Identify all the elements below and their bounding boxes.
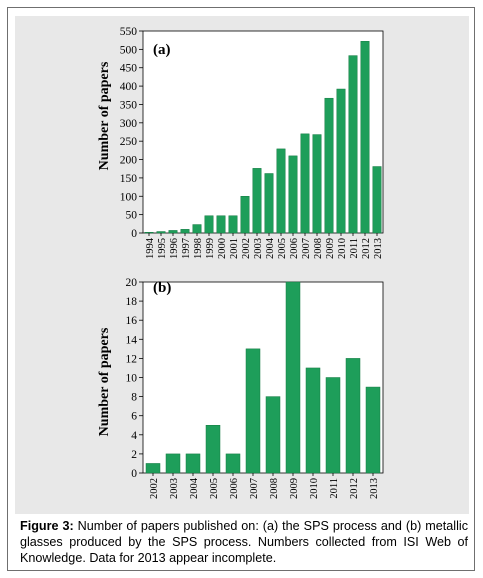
bar-b-2002 bbox=[145, 463, 161, 474]
x-tick-label-a: 2013 bbox=[373, 238, 384, 259]
x-tick-label-b: 2011 bbox=[329, 478, 340, 499]
x-tick-label-a: 2002 bbox=[241, 238, 252, 259]
x-tick-label-a: 1998 bbox=[193, 238, 204, 259]
bar-a-2010 bbox=[336, 88, 346, 234]
y-tick-label-a: 200 bbox=[120, 155, 138, 167]
x-tick-label-b: 2012 bbox=[349, 478, 360, 499]
bar-a-2003 bbox=[252, 168, 262, 234]
bar-a-2006 bbox=[288, 155, 298, 234]
x-tick-label-a: 2006 bbox=[289, 238, 300, 259]
y-axis-label-b: Number of papers bbox=[97, 327, 112, 436]
bar-a-1994 bbox=[144, 232, 154, 234]
figure-area: 0 50 100 150 200 250 300 350 400 450 500 550 1994 199… bbox=[15, 16, 469, 514]
x-tick-label-a: 2001 bbox=[229, 238, 240, 259]
caption-text: Number of papers published on: (a) the S… bbox=[20, 519, 468, 565]
y-tick-label-b: 20 bbox=[126, 277, 138, 289]
panel-label-a: (a) bbox=[153, 42, 171, 58]
y-tick-label-a: 400 bbox=[120, 81, 138, 93]
bar-a-2000 bbox=[216, 215, 226, 234]
bar-b-2009 bbox=[285, 281, 301, 474]
y-tick-label-a: 100 bbox=[120, 191, 138, 203]
y-tick-label-a: 250 bbox=[120, 136, 138, 148]
x-tick-label-a: 1995 bbox=[157, 238, 168, 259]
x-tick-label-a: 2004 bbox=[265, 237, 276, 259]
y-tick-label-b: 4 bbox=[131, 430, 137, 442]
y-tick-label-b: 14 bbox=[126, 334, 138, 346]
bar-b-2005 bbox=[205, 425, 221, 474]
y-tick-label-a: 350 bbox=[120, 99, 138, 111]
bar-a-2007 bbox=[300, 133, 310, 234]
y-tick-label-b: 6 bbox=[131, 411, 137, 423]
x-tick-label-b: 2009 bbox=[289, 478, 300, 499]
bar-a-2009 bbox=[324, 97, 334, 234]
bar-a-2011 bbox=[348, 55, 358, 234]
bar-a-2005 bbox=[276, 148, 286, 234]
y-tick-label-a: 50 bbox=[126, 210, 138, 222]
bar-a-2004 bbox=[264, 173, 274, 234]
x-tick-label-a: 2009 bbox=[325, 238, 336, 259]
plot-area-a bbox=[142, 30, 384, 234]
bar-b-2004 bbox=[185, 453, 201, 474]
bar-a-2013 bbox=[372, 166, 382, 234]
x-tick-label-a: 2011 bbox=[349, 238, 360, 259]
bar-a-1999 bbox=[204, 215, 214, 234]
bar-a-1996 bbox=[168, 230, 178, 234]
y-tick-label-b: 2 bbox=[131, 449, 137, 461]
x-tick-label-a: 2000 bbox=[217, 238, 228, 259]
x-tick-label-b: 2004 bbox=[189, 477, 200, 499]
bar-b-2003 bbox=[165, 453, 181, 474]
x-tick-label-a: 2003 bbox=[253, 238, 264, 259]
x-tick-label-a: 1996 bbox=[169, 238, 180, 259]
x-tick-label-a: 2007 bbox=[301, 238, 312, 259]
x-tick-label-b: 2005 bbox=[209, 478, 220, 499]
y-tick-label-b: 8 bbox=[131, 392, 137, 404]
figure-caption: Figure 3: Number of papers published on:… bbox=[20, 518, 468, 566]
x-tick-label-b: 2008 bbox=[269, 478, 280, 499]
bar-a-2008 bbox=[312, 134, 322, 234]
caption-label: Figure 3: bbox=[20, 519, 74, 533]
bar-a-1997 bbox=[180, 229, 190, 234]
y-axis-label-a: Number of papers bbox=[97, 61, 112, 170]
bar-b-2010 bbox=[305, 367, 321, 474]
panel-label-b: (b) bbox=[153, 280, 171, 296]
y-tick-label-a: 0 bbox=[131, 228, 137, 240]
x-tick-label-a: 2012 bbox=[361, 238, 372, 259]
bar-a-1995 bbox=[156, 231, 166, 234]
bar-b-2007 bbox=[245, 348, 261, 474]
x-tick-label-a: 2008 bbox=[313, 238, 324, 259]
y-tick-label-b: 0 bbox=[131, 468, 137, 480]
x-tick-label-a: 2010 bbox=[337, 238, 348, 259]
y-tick-label-a: 300 bbox=[120, 118, 138, 130]
bar-b-2008 bbox=[265, 396, 281, 474]
figure-frame: 0 50 100 150 200 250 300 350 400 450 500 550 1994 199… bbox=[7, 7, 475, 571]
bar-b-2011 bbox=[325, 377, 341, 474]
x-tick-label-a: 1997 bbox=[181, 238, 192, 259]
x-tick-label-b: 2003 bbox=[169, 478, 180, 499]
bar-b-2013 bbox=[365, 386, 381, 474]
y-tick-label-b: 12 bbox=[126, 353, 138, 365]
x-tick-label-b: 2013 bbox=[369, 478, 380, 499]
y-tick-label-a: 450 bbox=[120, 63, 138, 75]
bar-a-2012 bbox=[360, 41, 370, 234]
x-tick-label-a: 2005 bbox=[277, 238, 288, 259]
y-tick-label-a: 150 bbox=[120, 173, 138, 185]
y-tick-label-b: 10 bbox=[126, 373, 138, 385]
x-tick-label-a: 1994 bbox=[145, 237, 156, 259]
x-tick-label-b: 2010 bbox=[309, 478, 320, 499]
y-tick-label-a: 500 bbox=[120, 44, 138, 56]
plot-area-b bbox=[142, 281, 384, 474]
bar-a-2002 bbox=[240, 196, 250, 234]
y-tick-label-b: 16 bbox=[126, 315, 138, 327]
bar-b-2012 bbox=[345, 358, 361, 474]
bar-b-2006 bbox=[225, 453, 241, 474]
x-tick-label-b: 2007 bbox=[249, 478, 260, 499]
y-tick-label-a: 550 bbox=[120, 26, 138, 38]
x-tick-label-b: 2002 bbox=[149, 478, 160, 499]
y-tick-label-b: 18 bbox=[126, 296, 138, 308]
x-tick-label-a: 1999 bbox=[205, 238, 216, 259]
bar-a-1998 bbox=[192, 224, 202, 234]
x-tick-label-b: 2006 bbox=[229, 478, 240, 499]
bar-a-2001 bbox=[228, 215, 238, 234]
